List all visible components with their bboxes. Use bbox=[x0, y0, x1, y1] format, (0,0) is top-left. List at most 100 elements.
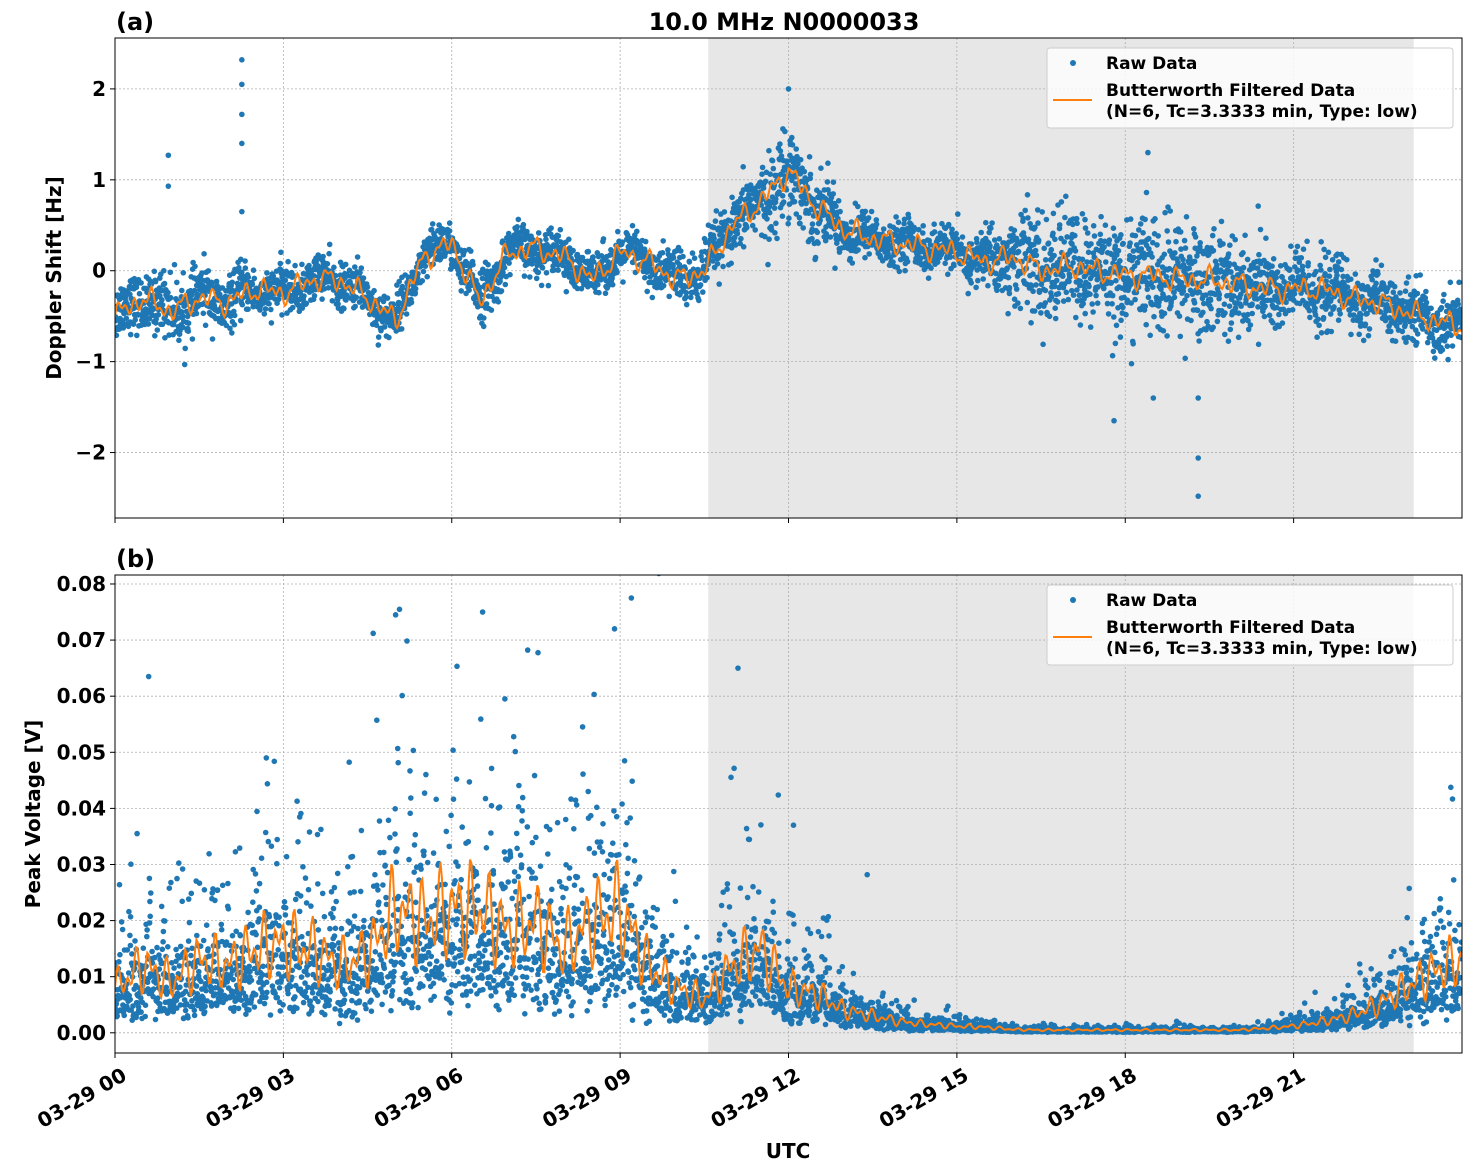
raw-data-point bbox=[671, 255, 677, 261]
raw-data-point bbox=[1227, 303, 1233, 309]
raw-data-point bbox=[1162, 210, 1168, 216]
raw-data-point bbox=[660, 250, 666, 256]
raw-data-point bbox=[1025, 192, 1031, 198]
raw-data-point bbox=[1072, 233, 1078, 239]
raw-data-point bbox=[182, 346, 188, 352]
raw-data-point bbox=[149, 949, 155, 955]
raw-data-point bbox=[143, 1002, 149, 1008]
raw-data-point bbox=[1056, 291, 1062, 297]
raw-data-point bbox=[874, 221, 880, 227]
raw-data-point bbox=[304, 301, 310, 307]
raw-data-point bbox=[1120, 305, 1126, 311]
raw-data-point bbox=[1222, 310, 1228, 316]
raw-data-point bbox=[1305, 260, 1311, 266]
raw-data-point bbox=[1445, 357, 1451, 363]
raw-data-point bbox=[1109, 301, 1115, 307]
raw-data-point bbox=[1080, 211, 1086, 217]
raw-data-point bbox=[1393, 338, 1399, 344]
raw-data-point bbox=[162, 281, 168, 287]
raw-data-point bbox=[780, 193, 786, 199]
raw-data-point bbox=[1228, 327, 1234, 333]
raw-data-point bbox=[1379, 263, 1385, 269]
raw-data-point bbox=[413, 286, 419, 292]
raw-data-point bbox=[831, 179, 837, 185]
y-tick-label: 0.05 bbox=[57, 740, 106, 764]
raw-data-point bbox=[1249, 311, 1255, 317]
raw-data-point bbox=[720, 264, 726, 270]
raw-data-point bbox=[1162, 311, 1168, 317]
raw-data-point bbox=[767, 210, 773, 216]
raw-data-point bbox=[928, 265, 934, 271]
raw-data-point bbox=[499, 288, 505, 294]
raw-data-point bbox=[201, 251, 207, 257]
raw-data-point bbox=[1111, 225, 1117, 231]
raw-data-point bbox=[1287, 267, 1293, 273]
raw-data-point bbox=[1195, 308, 1201, 314]
raw-data-point bbox=[151, 986, 157, 992]
raw-data-point bbox=[1358, 312, 1364, 318]
raw-data-point bbox=[1043, 257, 1049, 263]
raw-data-point bbox=[1177, 313, 1183, 319]
raw-data-point bbox=[121, 1013, 127, 1019]
raw-data-point bbox=[192, 1013, 198, 1019]
raw-data-point bbox=[893, 214, 899, 220]
raw-data-point bbox=[468, 248, 474, 254]
raw-data-point bbox=[201, 311, 207, 317]
raw-data-point bbox=[1215, 275, 1221, 281]
raw-data-point bbox=[1432, 355, 1438, 361]
raw-data-point bbox=[670, 263, 676, 269]
raw-data-point bbox=[1020, 216, 1026, 222]
raw-data-point bbox=[206, 268, 212, 274]
raw-data-point bbox=[590, 254, 596, 260]
raw-data-point bbox=[341, 306, 347, 312]
raw-data-point bbox=[343, 297, 349, 303]
raw-data-point bbox=[760, 165, 766, 171]
raw-data-point bbox=[404, 311, 410, 317]
raw-data-point bbox=[797, 215, 803, 221]
raw-data-point bbox=[1334, 273, 1340, 279]
y-tick-label: 0.01 bbox=[57, 965, 106, 989]
raw-data-point bbox=[1440, 347, 1446, 353]
raw-data-point bbox=[789, 135, 795, 141]
raw-data-point bbox=[190, 336, 196, 342]
raw-data-point bbox=[1049, 247, 1055, 253]
raw-data-point bbox=[117, 882, 123, 888]
raw-data-point bbox=[1195, 493, 1201, 499]
raw-data-point bbox=[148, 890, 154, 896]
raw-data-point bbox=[630, 223, 636, 229]
raw-data-point bbox=[807, 154, 813, 160]
raw-data-point bbox=[1245, 257, 1251, 263]
raw-data-point bbox=[204, 922, 210, 928]
raw-data-point bbox=[802, 169, 808, 175]
raw-data-point bbox=[1052, 237, 1058, 243]
raw-data-point bbox=[692, 255, 698, 261]
raw-data-point bbox=[949, 227, 955, 233]
raw-data-point bbox=[1318, 267, 1324, 273]
raw-data-point bbox=[1397, 290, 1403, 296]
raw-data-point bbox=[1331, 304, 1337, 310]
raw-data-point bbox=[385, 295, 391, 301]
raw-data-point bbox=[225, 881, 231, 887]
raw-data-point bbox=[1060, 273, 1066, 279]
raw-data-point bbox=[1366, 333, 1372, 339]
raw-data-point bbox=[188, 953, 194, 959]
raw-data-point bbox=[165, 944, 171, 950]
raw-data-point bbox=[556, 233, 562, 239]
raw-data-point bbox=[1025, 215, 1031, 221]
raw-data-point bbox=[279, 312, 285, 318]
raw-data-point bbox=[1150, 284, 1156, 290]
raw-data-point bbox=[179, 288, 185, 294]
raw-data-point bbox=[1039, 209, 1045, 215]
raw-data-point bbox=[813, 255, 819, 261]
raw-data-point bbox=[729, 195, 735, 201]
y-tick-label: 0.03 bbox=[57, 852, 106, 876]
raw-data-point bbox=[1078, 278, 1084, 284]
raw-data-point bbox=[1227, 242, 1233, 248]
raw-data-point bbox=[1267, 313, 1273, 319]
raw-data-point bbox=[176, 860, 182, 866]
raw-data-point bbox=[239, 57, 245, 63]
raw-data-point bbox=[1417, 272, 1423, 278]
raw-data-point bbox=[1326, 250, 1332, 256]
raw-data-point bbox=[161, 268, 167, 274]
